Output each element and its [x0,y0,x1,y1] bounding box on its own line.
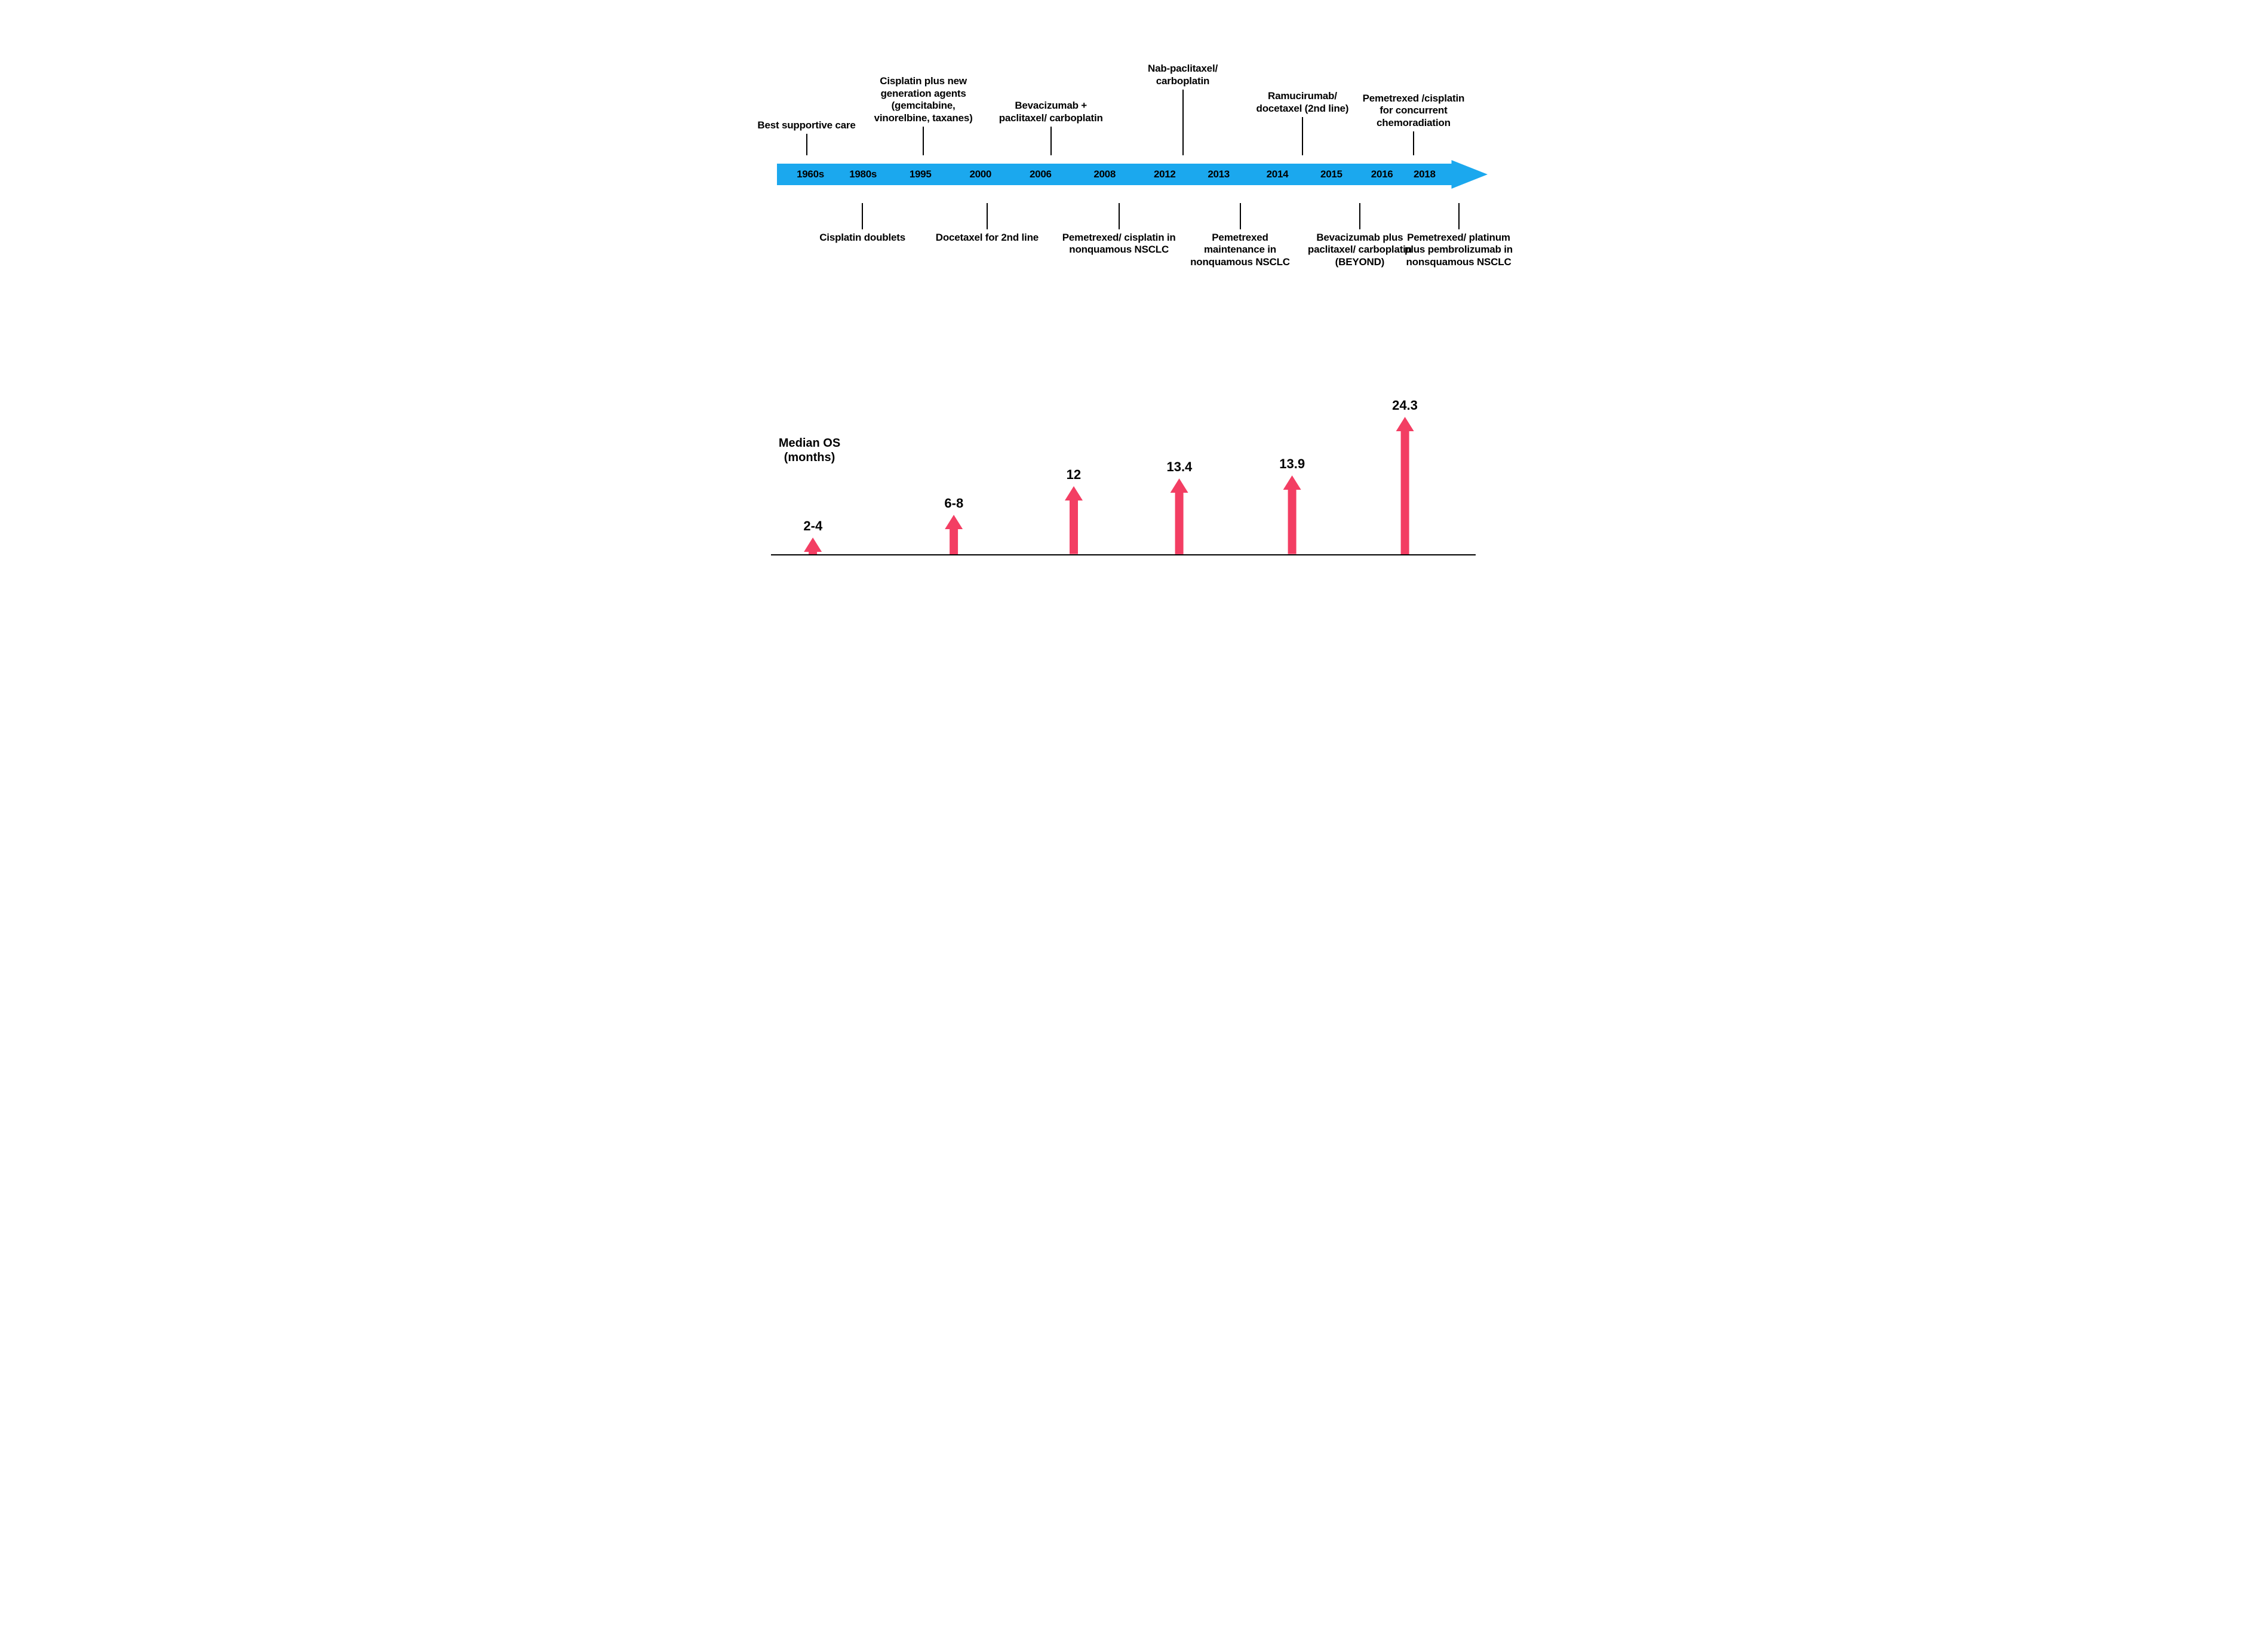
connector-line [1240,203,1241,229]
timeline-event-label: Docetaxel for 2nd line [930,232,1044,244]
up-arrow-icon [1171,478,1188,554]
up-arrow-icon [1065,486,1083,554]
timeline-year: 2018 [1414,168,1436,180]
up-arrow-icon [1283,475,1301,554]
figure-root: Best supportive careCisplatin plus new g… [771,18,1488,567]
timeline-year: 2012 [1154,168,1176,180]
os-arrow: 2-4 [803,518,822,554]
timeline-events-top: Best supportive careCisplatin plus new g… [771,18,1488,155]
timeline-events-bottom: Cisplatin doublets Docetaxel for 2nd line… [771,203,1488,352]
timeline-event-label: Bevacizumab plus paclitaxel/ carboplatin… [1303,232,1417,268]
timeline-event: Cisplatin doublets [806,203,919,244]
connector-line [1413,131,1414,155]
os-arrow: 6-8 [944,496,963,554]
timeline-event-label: Best supportive care [750,119,864,131]
os-arrow: 24.3 [1392,398,1418,554]
timeline-event-label: Pemetrexed /cisplatin for concurrent che… [1357,93,1470,129]
timeline-event: Pemetrexed/ cisplatin in nonquamous NSCL… [1062,203,1176,256]
os-chart-baseline [771,554,1476,555]
timeline-arrow-bar: 1960s 1980s 1995 2000 2006 2008 2012 2013 2014 20… [777,160,1488,189]
timeline-event: Best supportive care [750,119,864,155]
up-arrow-icon [945,515,963,554]
timeline-year: 2015 [1320,168,1342,180]
timeline-event-label: Nab-paclitaxel/ carboplatin [1126,63,1240,87]
timeline-event: Bevacizumab plus paclitaxel/ carboplatin… [1303,203,1417,268]
os-arrow: 13.9 [1279,456,1305,554]
timeline-event-label: Pemetrexed maintenance in nonquamous NSC… [1184,232,1297,268]
timeline-event-label: Pemetrexed/ platinum plus pembrolizumab … [1402,232,1516,268]
os-arrow-value: 2-4 [803,518,822,534]
timeline-event: Cisplatin plus new generation agents (ge… [867,75,980,155]
timeline-year: 2016 [1371,168,1393,180]
os-arrow-value: 13.4 [1166,459,1192,475]
timeline-event-label: Bevacizumab + paclitaxel/ carboplatin [994,100,1108,124]
connector-line [923,127,924,155]
connector-line [1119,203,1120,229]
timeline-year: 2014 [1267,168,1289,180]
timeline-years: 1960s 1980s 1995 2000 2006 2008 2012 2013 2014 20… [777,160,1452,189]
timeline-event-label: Cisplatin doublets [806,232,919,244]
timeline-event: Pemetrexed /cisplatin for concurrent che… [1357,93,1470,155]
connector-line [806,134,807,155]
connector-line [1302,117,1303,155]
timeline-year: 2000 [969,168,991,180]
timeline-event: Nab-paclitaxel/ carboplatin [1126,63,1240,155]
timeline-event-label: Pemetrexed/ cisplatin in nonquamous NSCL… [1062,232,1176,256]
timeline-event: Ramucirumab/ docetaxel (2nd line) [1246,90,1359,155]
timeline-event: Pemetrexed/ platinum plus pembrolizumab … [1402,203,1516,268]
os-arrow: 13.4 [1166,459,1192,554]
timeline-year: 1995 [910,168,932,180]
os-arrow-value: 12 [1067,467,1081,483]
timeline-year: 1980s [849,168,877,180]
connector-line [987,203,988,229]
timeline-event-label: Cisplatin plus new generation agents (ge… [867,75,980,124]
timeline-event: Docetaxel for 2nd line [930,203,1044,244]
connector-line [1458,203,1460,229]
connector-line [1182,90,1184,155]
os-arrow-value: 6-8 [944,496,963,511]
timeline-event: Pemetrexed maintenance in nonquamous NSC… [1184,203,1297,268]
up-arrow-icon [804,538,822,554]
timeline-event: Bevacizumab + paclitaxel/ carboplatin [994,100,1108,155]
connector-line [862,203,863,229]
timeline-year: 1960s [797,168,824,180]
timeline-year: 2006 [1030,168,1052,180]
connector-line [1359,203,1360,229]
os-arrow-value: 13.9 [1279,456,1305,472]
os-chart-area: 2-4 6-8 12 13.4 13.9 24.3 [771,376,1476,555]
os-chart: Median OS (months) 2-46-81213.413.924.3 [771,376,1488,567]
timeline-event-label: Ramucirumab/ docetaxel (2nd line) [1246,90,1359,115]
timeline-year: 2013 [1208,168,1230,180]
os-arrow: 12 [1065,467,1083,554]
timeline: Best supportive careCisplatin plus new g… [771,18,1488,352]
os-arrow-value: 24.3 [1392,398,1418,413]
connector-line [1050,127,1052,155]
timeline-year: 2008 [1093,168,1116,180]
up-arrow-icon [1396,417,1414,554]
